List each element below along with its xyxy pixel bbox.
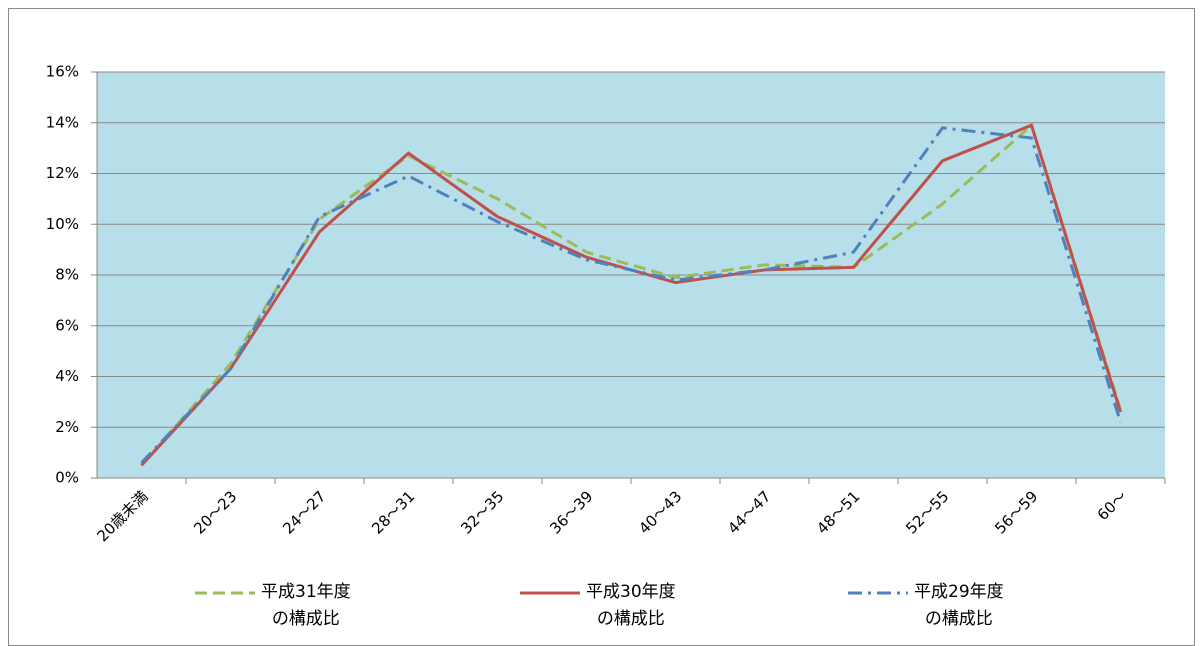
legend-label: 平成29年度 の構成比: [914, 582, 1004, 629]
y-tick-label: 2%: [55, 418, 79, 436]
y-tick-label: 12%: [46, 164, 79, 182]
legend-label: 平成30年度 の構成比: [586, 582, 676, 629]
y-tick-label: 6%: [55, 316, 79, 334]
y-tick-label: 16%: [46, 63, 79, 81]
series-line: [140, 122, 1122, 467]
legend-label: 平成31年度 の構成比: [261, 582, 351, 629]
y-tick-label: 0%: [55, 469, 79, 487]
y-tick-label: 10%: [46, 215, 79, 233]
y-tick-label: 14%: [46, 113, 79, 131]
series-line: [140, 126, 1122, 464]
y-tick-label: 8%: [55, 266, 79, 284]
y-tick-label: 4%: [55, 367, 79, 385]
